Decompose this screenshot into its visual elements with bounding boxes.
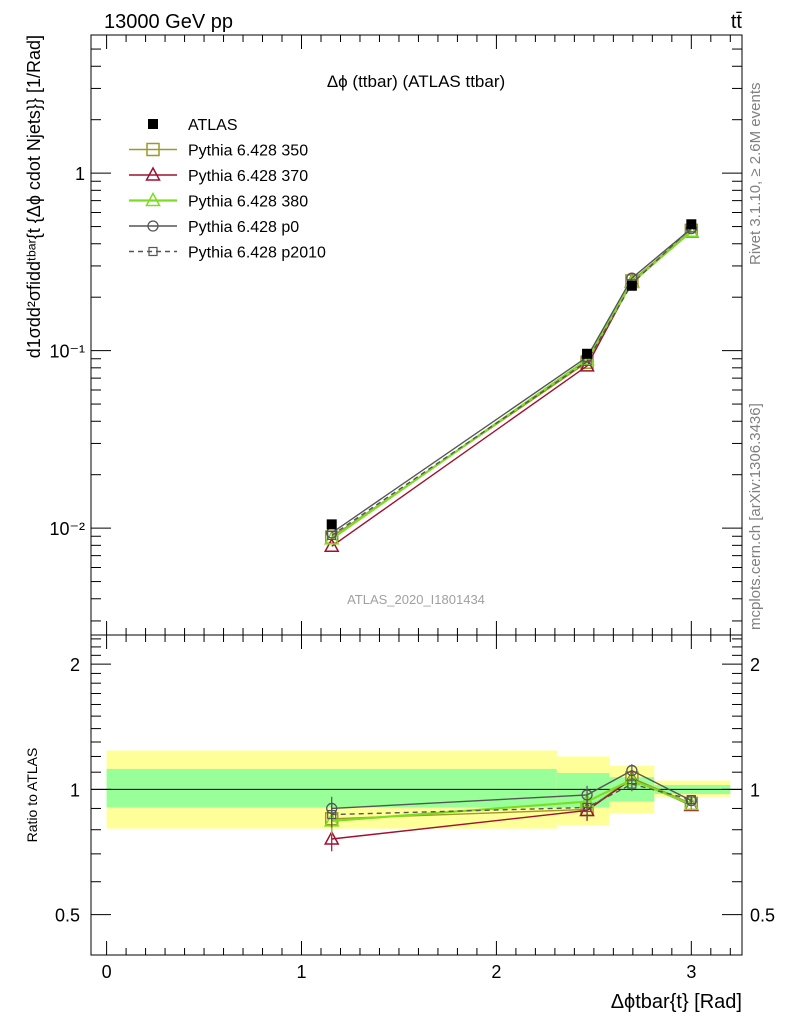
ratio-series-point-4: [327, 809, 337, 820]
ratio-series-point-1: [323, 830, 340, 845]
y-tick-label-ratio-left: 0.5: [55, 906, 80, 926]
ratio-series-line-4: [331, 783, 692, 816]
ratio-series-group: [323, 764, 700, 852]
legend-marker-atlas: [148, 119, 158, 129]
ratio-uncertainty-bands: [91, 750, 742, 829]
y-tick-label-main: 1: [75, 164, 85, 184]
legend-marker-0: [146, 142, 160, 157]
x-tick-label: 2: [491, 962, 501, 982]
y-tick-label-ratio-left: 2: [70, 655, 80, 675]
legend-marker-2: [145, 191, 161, 207]
legend-marker-1: [145, 166, 161, 181]
ratio-series-point-4: [582, 802, 592, 813]
legend-label-2: Pythia 6.428 380: [188, 194, 308, 211]
ratio-series-line-3: [331, 769, 692, 810]
x-tick-label: 0: [102, 962, 112, 982]
y-tick-label-main: 10⁻²: [49, 519, 85, 539]
legend-marker-3: [147, 220, 159, 232]
main-series-line-3: [331, 228, 692, 534]
atlas-data-point: [626, 280, 637, 291]
legend-label-atlas: ATLAS: [188, 117, 238, 134]
ratio-y-axis-label: Ratio to ATLAS: [24, 748, 40, 843]
atlas-data-point: [326, 519, 337, 530]
y-tick-label-ratio-left: 1: [70, 780, 80, 800]
ratio-panel-frame: [90, 634, 743, 956]
main-series-line-2: [331, 230, 693, 540]
energy-label: 13000 GeV pp: [104, 11, 233, 33]
chart-title: Δϕ (ttbar) (ATLAS ttbar): [327, 72, 505, 91]
y-tick-label-ratio-right: 0.5: [750, 906, 775, 926]
main-series-point-2: [683, 222, 700, 238]
legend-label-0: Pythia 6.428 350: [188, 143, 308, 160]
y-tick-label-ratio-right: 2: [750, 655, 760, 675]
x-tick-label: 3: [686, 962, 696, 982]
main-series-point-4: [327, 530, 337, 541]
ratio-series-point-3: [626, 764, 638, 777]
main-series-point-1: [323, 537, 340, 553]
ratio-series-point-4: [686, 795, 696, 805]
main-series-line-4: [331, 227, 692, 536]
y-tick-label-main: 10⁻¹: [49, 342, 85, 362]
rivet-version-label: Rivet 3.1.10, ≥ 2.6M events: [747, 83, 764, 266]
x-axis-label: Δϕtbar{t} [Rad]: [611, 991, 742, 1013]
mcplots-site-label: mcplots.cern.ch [arXiv:1306.3436]: [747, 403, 764, 630]
legend-label-4: Pythia 6.428 p2010: [188, 245, 326, 262]
main-series-point-2: [323, 530, 340, 545]
atlas-data-point: [686, 219, 697, 230]
ratio-series-line-0: [331, 777, 692, 820]
main-series-group: [323, 219, 700, 553]
axes-ticks: 0 1 2 3 10⁻² 10⁻¹ 1 0.5 0.5 1 1 2 2: [49, 34, 775, 982]
legend-label-1: Pythia 6.428 370: [188, 168, 308, 185]
legend-label-3: Pythia 6.428 p0: [188, 219, 299, 236]
legend: ATLAS Pythia 6.428 350 Pythia 6.428 370 Pyt…: [129, 117, 326, 262]
y-tick-label-ratio-right: 1: [750, 780, 760, 800]
main-y-axis-label: d1σdd²σfiddᵗᵇᵃʳ{t {Δϕ cdot Njets}} [1/Ra…: [24, 35, 44, 358]
legend-marker-4: [148, 246, 158, 257]
atlas-data-point: [582, 348, 593, 359]
ratio-series-point-4: [627, 779, 637, 789]
process-label: tt̄: [731, 11, 743, 33]
x-tick-label: 1: [296, 962, 306, 982]
watermark-label: ATLAS_2020_I1801434: [347, 592, 485, 607]
